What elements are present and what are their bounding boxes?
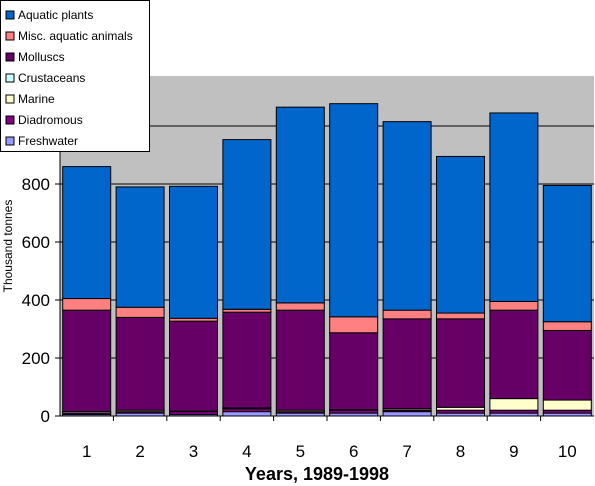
y-tick-labels: 0 200 400 600 800 <box>22 175 60 426</box>
y-tick-label: 0 <box>41 407 50 426</box>
bar-segment <box>275 302 325 311</box>
x-tick-label: 1 <box>82 442 91 461</box>
x-tick-label: 9 <box>509 442 518 461</box>
bar-segment <box>489 398 539 411</box>
bar-segment <box>542 184 592 323</box>
bar-segment <box>382 318 432 410</box>
legend-label: Freshwater <box>18 134 78 148</box>
x-tick-label: 2 <box>135 442 144 461</box>
bar-segment <box>169 320 218 412</box>
bar-segment <box>542 329 592 401</box>
x-tick-label: 8 <box>456 442 465 461</box>
y-tick-label: 800 <box>22 175 50 194</box>
bar-segment <box>115 316 165 411</box>
legend-label: Marine <box>18 92 55 106</box>
bar-segment <box>222 311 272 409</box>
y-axis-title: Thousand tonnes <box>1 200 15 293</box>
bars <box>62 103 592 417</box>
bar-segment <box>62 298 112 311</box>
bar-segment <box>489 112 539 302</box>
legend-swatch <box>5 73 15 83</box>
y-tick-label: 200 <box>22 349 50 368</box>
x-tick-label: 7 <box>402 442 411 461</box>
legend-label: Misc. aquatic animals <box>18 29 133 43</box>
x-tick-label: 10 <box>558 442 577 461</box>
legend-label: Aquatic plants <box>18 8 93 22</box>
bar-segment <box>222 139 272 310</box>
legend-swatch <box>5 31 15 41</box>
legend-label: Crustaceans <box>18 71 85 85</box>
bar-segment <box>275 309 325 411</box>
y-tick-label: 400 <box>22 291 50 310</box>
x-tick-label: 4 <box>242 442 251 461</box>
bar-segment <box>436 312 485 320</box>
bar-segment <box>115 306 165 318</box>
x-tick-labels: 1 2 3 4 5 6 7 8 9 10 <box>82 416 577 461</box>
legend-swatch <box>5 10 15 20</box>
legend-box <box>0 0 150 152</box>
bar-segment <box>382 121 432 311</box>
bar-segment <box>115 186 165 308</box>
legend-swatch <box>5 136 15 146</box>
bar-segment <box>329 103 379 318</box>
legend-swatch <box>5 52 15 62</box>
x-tick-label: 6 <box>349 442 358 461</box>
x-axis-title: Years, 1989-1998 <box>245 464 389 484</box>
bar-segment <box>329 316 379 334</box>
legend-swatch <box>5 115 15 125</box>
bar-segment <box>382 411 432 417</box>
bar-segment <box>382 309 432 320</box>
bar-segment <box>542 321 592 331</box>
y-tick-label: 600 <box>22 233 50 252</box>
bar-segment <box>489 300 539 311</box>
legend-label: Molluscs <box>18 50 65 64</box>
bar-segment <box>62 309 112 413</box>
x-tick-label: 3 <box>189 442 198 461</box>
legend: Aquatic plants Misc. aquatic animals Mollu… <box>0 0 150 152</box>
legend-label: Diadromous <box>18 113 83 127</box>
bar-segment <box>169 185 218 319</box>
x-tick-label: 5 <box>296 442 305 461</box>
bar-segment <box>222 411 272 417</box>
bar-segment <box>489 309 539 400</box>
legend-swatch <box>5 94 15 104</box>
bar-segment <box>436 155 485 314</box>
bar-segment <box>329 332 379 411</box>
bar-segment <box>436 318 485 408</box>
bar-segment <box>275 106 325 304</box>
bar-segment <box>62 166 112 300</box>
bar-segment <box>542 399 592 411</box>
